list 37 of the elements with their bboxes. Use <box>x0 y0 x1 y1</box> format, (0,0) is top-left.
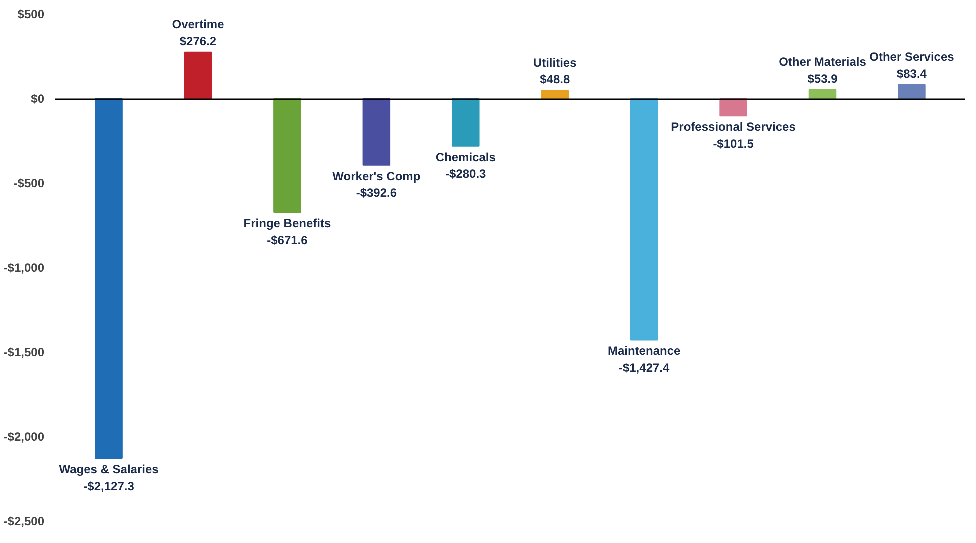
data-label: -$671.6 <box>267 233 308 248</box>
bar <box>452 98 480 147</box>
bar <box>184 52 212 100</box>
y-tick-label: $500 <box>18 8 45 22</box>
bar <box>720 98 748 117</box>
y-tick-label: -$2,500 <box>4 514 45 528</box>
x-tick-label: Worker's Comp <box>332 169 421 184</box>
bar <box>541 90 569 100</box>
bar <box>362 98 391 166</box>
x-tick-label: Utilities <box>533 56 578 70</box>
x-tick-label: Professional Services <box>671 120 796 134</box>
y-tick-label: -$2,000 <box>4 430 45 444</box>
bar <box>808 89 837 100</box>
y-tick-label: -$1,000 <box>4 261 45 275</box>
data-label: -$280.3 <box>446 167 487 182</box>
data-label: $48.8 <box>540 72 570 87</box>
bar <box>898 84 926 100</box>
x-tick-label: Chemicals <box>436 150 496 164</box>
y-tick-label: $0 <box>31 92 45 106</box>
x-tick-label: Overtime <box>172 18 225 32</box>
y-tick-label: -$500 <box>14 176 45 190</box>
bar <box>95 98 123 460</box>
bar <box>274 98 302 213</box>
x-tick-label: Fringe Benefits <box>244 216 332 230</box>
data-label: $276.2 <box>180 34 217 48</box>
x-tick-label: Maintenance <box>608 344 681 358</box>
data-label: -$1,427.4 <box>618 361 670 376</box>
data-label: -$392.6 <box>356 186 398 200</box>
x-tick-label: Other Materials <box>779 55 867 70</box>
bar <box>630 98 658 341</box>
data-label: $53.9 <box>808 72 838 86</box>
x-tick-label: Other Services <box>870 50 955 64</box>
x-tick-label: Wages & Salaries <box>59 462 160 477</box>
data-label: -$101.5 <box>713 136 754 151</box>
data-label: -$2,127.3 <box>84 479 135 494</box>
y-tick-label: -$1,500 <box>4 346 45 360</box>
data-label: $83.4 <box>896 66 928 81</box>
